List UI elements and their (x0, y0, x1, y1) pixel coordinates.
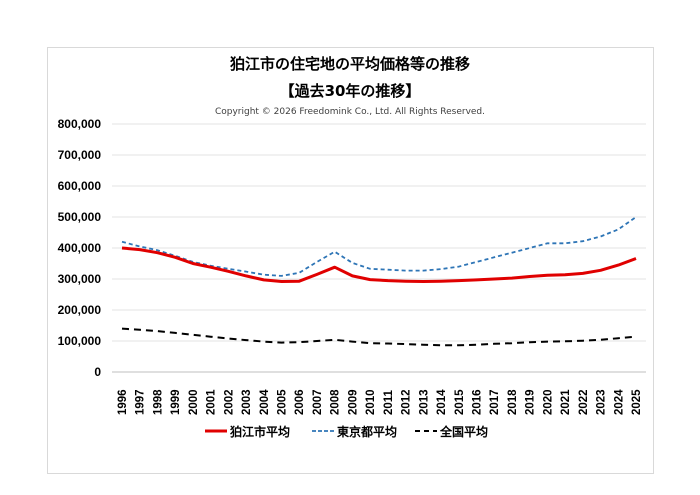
x-tick-label: 2011 (383, 389, 395, 415)
x-tick-label: 2017 (489, 389, 501, 415)
x-tick-label: 2001 (206, 389, 218, 415)
x-tick-label: 2013 (418, 389, 430, 415)
x-tick-label: 2003 (241, 389, 253, 415)
x-tick-label: 2014 (436, 389, 448, 415)
y-tick-label: 0 (94, 365, 101, 379)
y-tick-label: 600,000 (58, 179, 102, 193)
y-tick-label: 500,000 (58, 210, 102, 224)
x-tick-label: 1997 (135, 389, 147, 415)
x-tick-label: 2022 (578, 389, 590, 415)
x-tick-label: 2021 (560, 389, 572, 415)
y-tick-label: 400,000 (58, 241, 102, 255)
x-tick-label: 2019 (525, 389, 537, 415)
x-tick-label: 2007 (312, 389, 324, 415)
y-tick-label: 700,000 (58, 148, 102, 162)
series-line (121, 216, 637, 277)
x-tick-label: 2010 (365, 389, 377, 415)
copyright-text: Copyright © 2026 Freedomink Co., Ltd. Al… (214, 107, 486, 117)
x-tick-label: 2004 (259, 389, 271, 415)
x-tick-label: 2002 (223, 389, 235, 415)
x-tick-label: 2023 (596, 389, 608, 415)
x-tick-label: 2008 (330, 389, 342, 415)
x-tick-label: 2020 (542, 389, 554, 415)
x-tick-label: 2015 (454, 389, 466, 415)
series-line (121, 327, 637, 347)
x-tick-label: 2016 (471, 389, 483, 415)
chart-subtitle: 【過去30年の推移】 (279, 82, 421, 100)
x-tick-label: 1996 (117, 389, 129, 415)
x-tick-label: 2024 (613, 389, 625, 415)
y-tick-label: 200,000 (58, 303, 102, 317)
x-tick-label: 1999 (170, 389, 182, 415)
series-line (121, 246, 637, 283)
x-tick-label: 2006 (294, 389, 306, 415)
x-tick-label: 2005 (277, 389, 289, 415)
x-tick-label: 2012 (401, 389, 413, 415)
chart-frame (47, 47, 654, 474)
chart-title: 狛江市の住宅地の平均価格等の推移 (229, 55, 470, 73)
legend-label: 狛江市平均 (229, 424, 290, 439)
x-tick-label: 1998 (152, 389, 164, 415)
x-tick-label: 2018 (507, 389, 519, 415)
x-tick-label: 2025 (631, 389, 643, 415)
legend-label: 東京都平均 (337, 424, 397, 439)
y-tick-label: 800,000 (58, 117, 102, 131)
y-tick-label: 100,000 (58, 334, 102, 348)
x-tick-label: 2009 (347, 389, 359, 415)
y-tick-label: 300,000 (58, 272, 102, 286)
legend-label: 全国平均 (439, 424, 488, 439)
x-tick-label: 2000 (188, 389, 200, 415)
